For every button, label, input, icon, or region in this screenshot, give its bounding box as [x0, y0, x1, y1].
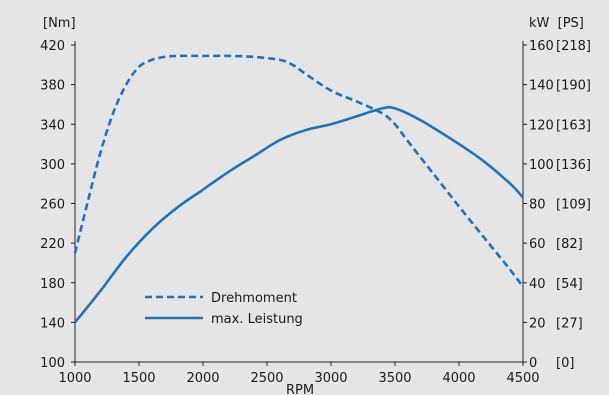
- right-tick-kw-label: 60: [529, 237, 546, 252]
- right-tick-kw-label: 0: [529, 356, 537, 371]
- right-tick-ps-label: [136]: [556, 158, 591, 173]
- x-tick-label: 3500: [378, 371, 411, 386]
- x-tick-label: 1000: [58, 371, 91, 386]
- x-tick-label: 4500: [506, 371, 539, 386]
- right-tick-kw-label: 40: [529, 277, 546, 292]
- x-tick-label: 3000: [314, 371, 347, 386]
- right-tick-kw-label: 160: [529, 39, 554, 54]
- chart-axes: [74, 41, 524, 363]
- x-axis-ticks: 1000 1500 2000 2500 3000 3500 4000 4500: [58, 362, 540, 386]
- right-axis-ticks: 0 [0] 20 [27] 40 [54] 60 [82] 80 [109] 100 [136] 120…: [523, 39, 591, 371]
- left-tick-label: 260: [40, 198, 65, 213]
- x-tick-label: 4000: [442, 371, 475, 386]
- left-tick-label: 180: [40, 277, 65, 292]
- right-tick-kw-label: 140: [529, 79, 554, 94]
- legend-label-leistung: max. Leistung: [211, 312, 303, 327]
- left-tick-label: 420: [40, 39, 65, 54]
- legend-label-drehmoment: Drehmoment: [211, 291, 297, 306]
- right-tick-kw-label: 100: [529, 158, 554, 173]
- right-tick-kw-label: 20: [529, 316, 546, 331]
- legend: Drehmoment max. Leistung: [145, 291, 303, 327]
- left-tick-label: 300: [40, 158, 65, 173]
- left-tick-label: 340: [40, 118, 65, 133]
- x-axis-label: RPM: [286, 383, 314, 395]
- right-tick-ps-label: [190]: [556, 79, 591, 94]
- right-axis-unit: kW [PS]: [529, 16, 584, 31]
- left-tick-label: 380: [40, 79, 65, 94]
- right-tick-ps-label: [0]: [556, 356, 574, 371]
- left-tick-label: 100: [40, 356, 65, 371]
- right-tick-ps-label: [54]: [556, 277, 583, 292]
- series-layer: [73, 54, 525, 324]
- x-tick-label: 2000: [186, 371, 219, 386]
- right-tick-kw-label: 120: [529, 118, 554, 133]
- right-tick-kw-label: 80: [529, 198, 546, 213]
- x-tick-label: 2500: [250, 371, 283, 386]
- x-tick-label: 1500: [122, 371, 155, 386]
- series-line-leistung: [73, 105, 524, 324]
- left-axis-ticks: 100 140 180 220 260 300 340 380 420: [40, 39, 75, 371]
- right-tick-ps-label: [163]: [556, 118, 591, 133]
- series-line-drehmoment: [73, 54, 525, 288]
- left-axis-unit: [Nm]: [43, 16, 76, 31]
- right-tick-ps-label: [27]: [556, 316, 583, 331]
- right-tick-ps-label: [109]: [556, 198, 591, 213]
- right-tick-ps-label: [82]: [556, 237, 583, 252]
- left-tick-label: 220: [40, 237, 65, 252]
- right-tick-ps-label: [218]: [556, 39, 591, 54]
- left-tick-label: 140: [40, 316, 65, 331]
